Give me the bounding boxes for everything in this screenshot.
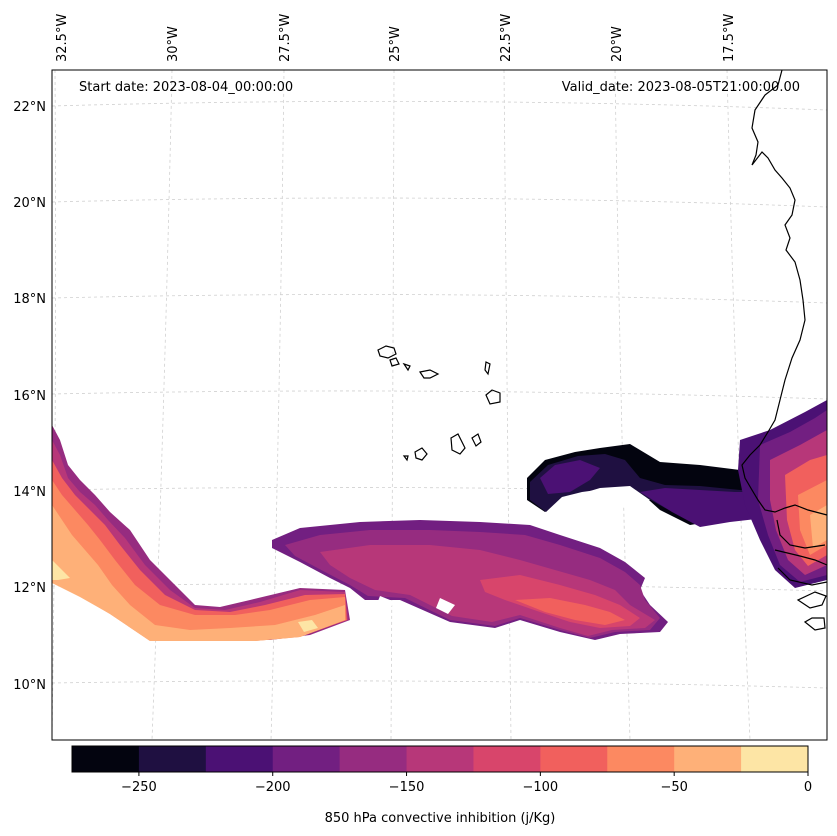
lon-label: 25°W [388,26,403,62]
lon-label: 27.5°W [278,14,293,62]
lon-label: 17.5°W [722,14,737,62]
lat-label: 16°N [13,389,46,404]
lat-label: 18°N [13,292,46,307]
lat-label: 10°N [13,678,46,693]
colorbar-tick-label: −50 [660,780,687,795]
colorbar-tick-label: −250 [121,780,157,795]
lon-label: 30°W [166,26,181,62]
map-frame [51,69,828,741]
colorbar [72,746,809,772]
cin-field-coastal [738,400,827,588]
valid-date-label: Valid_date: 2023-08-05T21:00:00.00 [562,80,800,95]
colorbar-segment [138,746,207,772]
colorbar-segment [674,746,742,772]
start-date-label: Start date: 2023-08-04_00:00:00 [79,80,293,95]
lat-label: 22°N [13,100,46,115]
colorbar-segment [473,746,541,772]
colorbar-tick-label: −100 [523,780,559,795]
colorbar-label: 850 hPa convective inhibition (j/Kg) [325,811,556,826]
coastlines [377,69,828,631]
colorbar-tick-label: −200 [255,780,291,795]
colorbar-tick-label: 0 [804,780,812,795]
colorbar-segment [339,746,408,772]
colorbar-segment [540,746,608,772]
colorbar-segment [205,746,274,772]
lat-label: 20°N [13,196,46,211]
latitude-labels: 22°N 20°N 18°N 16°N 14°N 12°N 10°N [13,100,46,693]
lat-label: 12°N [13,581,46,596]
lon-label: 22.5°W [499,14,514,62]
lon-label: 20°W [610,26,625,62]
colorbar-tick-label: −150 [389,780,425,795]
colorbar-segment [72,746,140,772]
colorbar-segment [406,746,474,772]
colorbar-segment [272,746,341,772]
colorbar-segment [607,746,675,772]
lat-label: 14°N [13,485,46,500]
colorbar-segment [741,746,809,772]
cin-field-west-band [52,425,350,641]
colorbar-ticks: −250 −200 −150 −100 −50 0 [121,772,812,795]
lon-label: 32.5°W [55,14,70,62]
longitude-labels: 32.5°W 30°W 27.5°W 25°W 22.5°W 20°W 17.5… [55,14,737,62]
colorbar-frame [71,745,809,773]
cin-field-central-band [272,520,668,640]
